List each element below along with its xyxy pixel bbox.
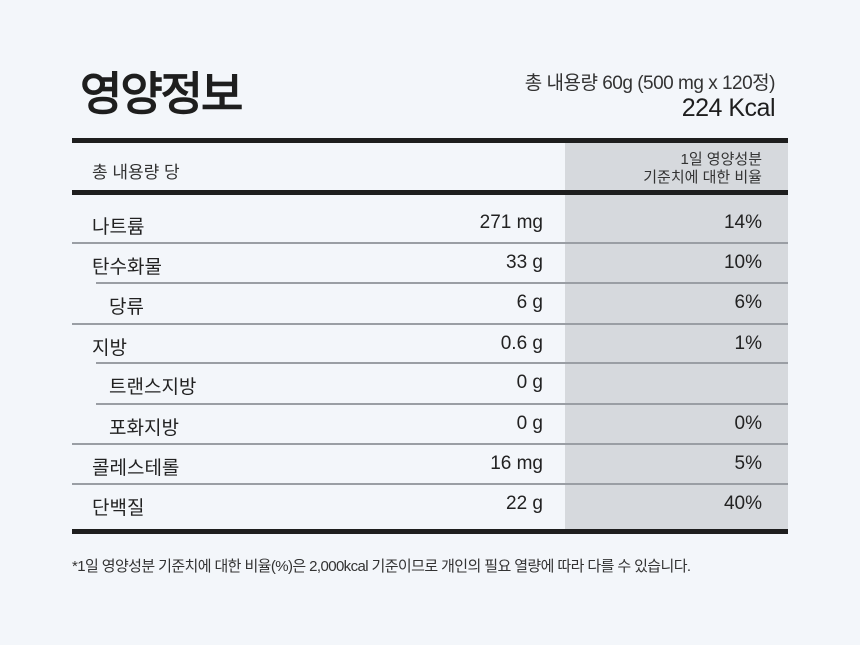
header-daily-value: 1일 영양성분 기준치에 대한 비율 [643,151,762,187]
nutrient-name: 지방 [92,338,127,359]
row-divider [72,242,788,244]
nutrient-name: 탄수화물 [92,257,162,278]
nutrient-name: 단백질 [92,498,145,519]
header-daily-value-line2: 기준치에 대한 비율 [643,169,762,186]
nutrient-amount: 16 mg [490,453,543,474]
nutrient-amount: 271 mg [479,212,543,233]
row-divider [72,443,788,445]
table-row: 단백질 22 g 40% [72,484,788,524]
serving-size: 총 내용량 60g (500 mg x 120정) [524,73,776,94]
table-row: 콜레스테롤 16 mg 5% [72,444,788,484]
nutrient-amount: 0 g [516,413,543,434]
table-row: 나트륨 271 mg 14% [72,203,788,243]
nutrient-percent: 0% [734,413,762,434]
nutrient-name: 나트륨 [92,217,145,238]
header-per-serving: 총 내용량 당 [92,163,180,182]
nutrient-name: 포화지방 [109,418,179,439]
row-divider [72,483,788,485]
page-title: 영양정보 [80,68,243,120]
bottom-rule [72,529,788,534]
row-divider [96,282,788,284]
footnote: *1일 영양성분 기준치에 대한 비율(%)은 2,000kcal 기준이므로 … [72,558,691,575]
percent-column-bg [565,138,788,534]
header-daily-value-line1: 1일 영양성분 [680,151,762,168]
header-rule [72,190,788,195]
nutrient-amount: 0 g [516,372,543,393]
nutrient-amount: 33 g [506,252,543,273]
nutrient-percent: 5% [734,453,762,474]
nutrient-amount: 6 g [516,292,543,313]
nutrient-name: 트랜스지방 [109,377,197,398]
nutrient-percent: 6% [734,292,762,313]
nutrient-percent: 10% [723,252,762,273]
nutrient-percent: 1% [734,333,762,354]
nutrient-percent: 14% [723,212,762,233]
nutrient-name: 콜레스테롤 [92,458,180,479]
row-divider [72,323,788,325]
nutrient-name: 당류 [109,297,144,318]
top-rule [72,138,788,143]
table-row: 포화지방 0 g 0% [72,404,788,444]
calories: 224 Kcal [681,94,776,122]
table-row: 트랜스지방 0 g [72,363,788,403]
nutrient-amount: 22 g [506,493,543,514]
table-row: 지방 0.6 g 1% [72,324,788,364]
row-divider [96,362,788,364]
nutrient-amount: 0.6 g [500,333,543,354]
row-divider [96,403,788,405]
table-row: 탄수화물 33 g 10% [72,243,788,283]
nutrient-percent: 40% [723,493,762,514]
table-row: 당류 6 g 6% [72,283,788,323]
